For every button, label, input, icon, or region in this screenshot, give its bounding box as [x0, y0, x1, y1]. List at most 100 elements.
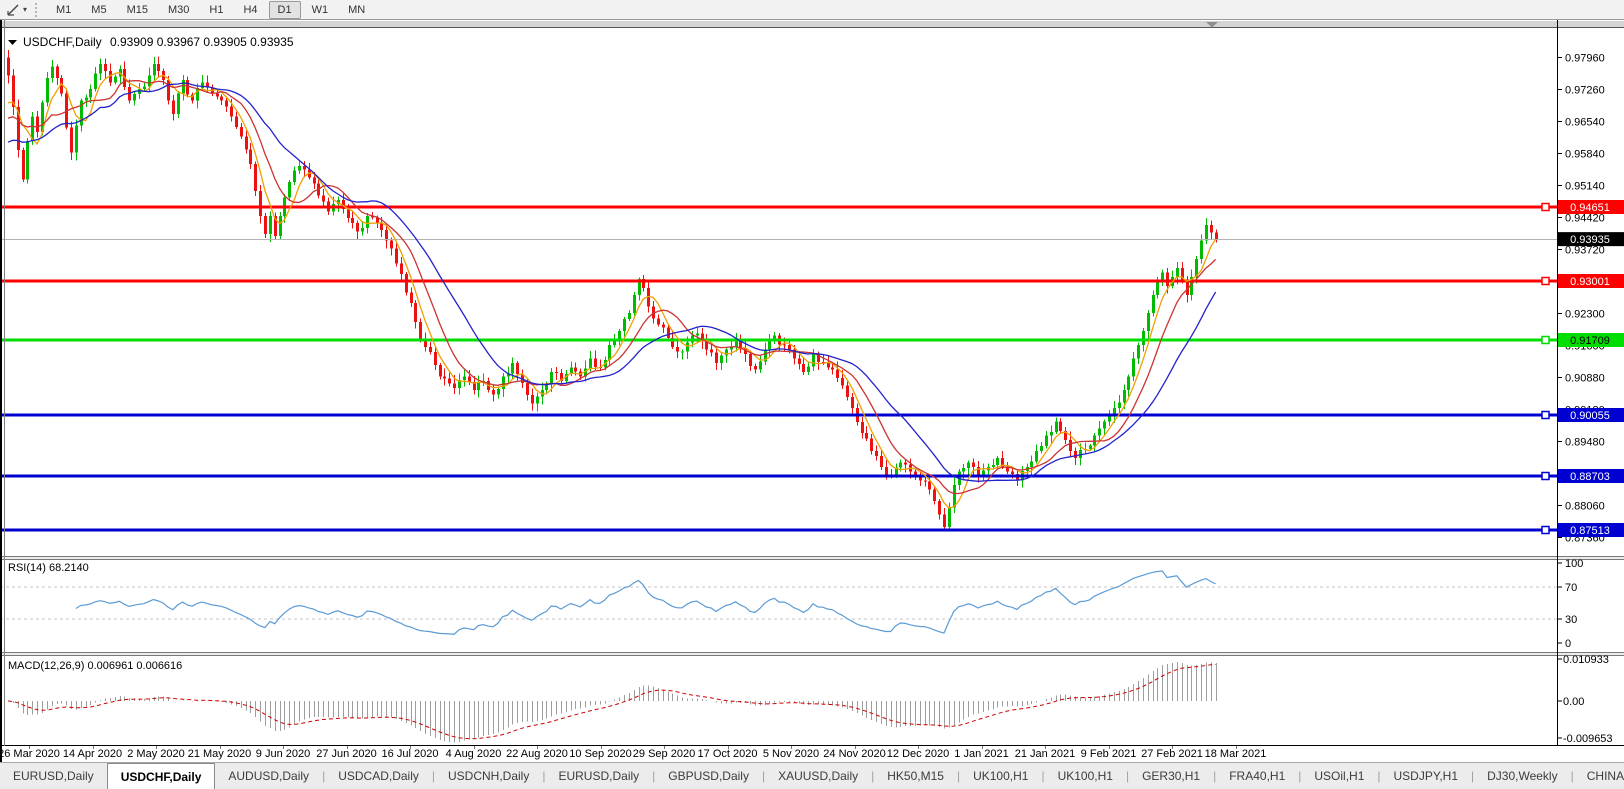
timeframe-button-m5[interactable]: M5 — [91, 3, 107, 16]
time-tick — [854, 746, 856, 749]
chart-scrollbar[interactable] — [0, 21, 1624, 28]
hline-handle[interactable] — [1541, 410, 1550, 420]
price-tick-label: 0.88060 — [1565, 501, 1605, 513]
hline-handle[interactable] — [1541, 202, 1550, 212]
hline-0.87513[interactable]: 0.87513 — [0, 523, 1624, 537]
date-label: 18 Mar 2021 — [1204, 748, 1267, 760]
rsi-level-label: 0 — [1565, 638, 1571, 650]
chart-tab-usdchf-daily[interactable]: USDCHF,Daily — [106, 763, 216, 789]
time-tick — [981, 746, 983, 749]
macd-histogram — [13, 662, 1217, 743]
time-tick — [727, 746, 729, 749]
hline-price-badge: 0.88703 — [1570, 471, 1610, 483]
date-label: 17 Oct 2020 — [697, 748, 758, 760]
date-label: 2 May 2020 — [127, 748, 185, 760]
date-label: 9 Jun 2020 — [255, 748, 311, 760]
tab-separator: | — [956, 769, 961, 783]
chart-tab-uk100-h1[interactable]: UK100,H1 — [1057, 769, 1113, 783]
macd-axis-label: -0.009653 — [1563, 733, 1613, 745]
hline-price-badge: 0.87513 — [1570, 525, 1610, 537]
chart-tab-china300-h1[interactable]: CHINA300,H1 — [1586, 769, 1624, 783]
rsi-level-label: 100 — [1565, 558, 1583, 570]
timeframe-button-h4[interactable]: H4 — [243, 3, 258, 16]
date-label: 27 Feb 2021 — [1141, 748, 1203, 760]
time-tick — [92, 746, 94, 749]
chart-tab-ger30-h1[interactable]: GER30,H1 — [1142, 769, 1201, 783]
hline-handle[interactable] — [1541, 276, 1550, 286]
timeframe-button-m30[interactable]: M30 — [167, 3, 190, 16]
chart-tab-gbpusd-daily[interactable]: GBPUSD,Daily — [668, 769, 749, 783]
timeframe-button-d1[interactable]: D1 — [268, 0, 301, 19]
rsi-panel: 100 70 30 0 RSI(14) 68.2140 — [0, 558, 1583, 650]
rsi-level-label: 70 — [1565, 582, 1577, 594]
time-tick — [156, 746, 157, 749]
timeframe-button-m15[interactable]: M15 — [126, 3, 148, 16]
ma-line-slow — [7, 82, 1217, 482]
price-tick-label: 0.94420 — [1565, 213, 1605, 225]
hline-price-badge: 0.91709 — [1570, 335, 1610, 347]
timeframe-button-mn[interactable]: MN — [348, 3, 366, 16]
chart-tab-audusd-daily[interactable]: AUDUSD,Daily — [228, 769, 310, 783]
chart-tab-eurusd-daily[interactable]: EURUSD,Daily — [13, 769, 94, 783]
macd-axis-label: 0.00 — [1563, 696, 1584, 708]
timeframe-button-h1[interactable]: H1 — [209, 3, 224, 16]
date-label: 21 Jan 2021 — [1014, 748, 1076, 760]
time-tick — [791, 746, 792, 749]
hline-0.93001[interactable]: 0.93001 — [0, 274, 1624, 288]
time-tick — [1045, 746, 1046, 749]
price-tick-label: 0.90880 — [1565, 373, 1605, 385]
time-tick — [664, 746, 665, 749]
hline-0.88703[interactable]: 0.88703 — [0, 469, 1624, 483]
rsi-level-label: 30 — [1565, 614, 1577, 626]
timeframe-button-m1[interactable]: M1 — [56, 3, 72, 16]
ma-line-medium — [7, 80, 1217, 495]
tab-separator: | — [1041, 769, 1045, 783]
chart-tab-usoil-h1[interactable]: USOil,H1 — [1314, 769, 1365, 783]
macd-axis-label: 0.010933 — [1563, 654, 1609, 666]
time-tick — [283, 746, 284, 749]
chart-tab-dj30-weekly[interactable]: DJ30,Weekly — [1487, 769, 1558, 783]
chart-tab-usdjpy-h1[interactable]: USDJPY,H1 — [1393, 769, 1458, 783]
chart-header: USDCHF,Daily 0.93909 0.93967 0.93905 0.93… — [8, 35, 294, 49]
hline-handle[interactable] — [1541, 335, 1550, 345]
time-tick — [1172, 746, 1173, 749]
date-label: 29 Sep 2020 — [632, 748, 696, 760]
toolbar-drag-handle[interactable] — [35, 2, 40, 17]
time-tick — [600, 746, 602, 749]
chart-tab-usdcnh-daily[interactable]: USDCNH,Daily — [448, 769, 530, 783]
rsi-line — [75, 570, 1216, 635]
date-label: 4 Aug 2020 — [445, 748, 502, 760]
crosshair-cursor-icon[interactable] — [3, 2, 23, 18]
time-tick — [537, 746, 538, 749]
timeframe-button-w1[interactable]: W1 — [311, 3, 329, 16]
chart-tab-bar: EURUSD,Daily USDCHF,Daily AUDUSD,Daily | USD… — [0, 762, 1624, 789]
cursor-dropdown-caret-icon[interactable]: ▾ — [23, 5, 28, 14]
scroll-position-marker-icon[interactable] — [1206, 22, 1218, 28]
price-tick-label: 0.97260 — [1565, 85, 1605, 97]
time-tick — [1235, 746, 1237, 749]
date-label: 10 Sep 2020 — [569, 748, 632, 760]
hline-handle[interactable] — [1541, 471, 1550, 481]
time-axis[interactable]: 26 Mar 2020 14 Apr 2020 2 May 2020 21 May 2… — [0, 746, 1624, 762]
price-tick-label: 0.89480 — [1565, 437, 1605, 449]
time-tick — [918, 746, 919, 749]
hline-0.91709[interactable]: 0.91709 — [0, 333, 1624, 347]
hline-0.90055[interactable]: 0.90055 — [0, 408, 1624, 422]
chart-tab-usdcad-daily[interactable]: USDCAD,Daily — [338, 769, 419, 783]
tab-separator: | — [1471, 769, 1475, 783]
date-label: 14 Apr 2020 — [62, 748, 123, 760]
chart-tab-eurusd-daily[interactable]: EURUSD,Daily — [558, 769, 640, 783]
date-label: 21 May 2020 — [187, 748, 252, 760]
chart-canvas[interactable]: 0.97960 0.97260 0.96540 0.95840 0.95140 0.944… — [0, 20, 1624, 746]
window-menu-icon[interactable] — [8, 40, 17, 45]
price-tick-label: 0.92300 — [1565, 309, 1605, 321]
hline-price-badge: 0.93001 — [1570, 276, 1610, 288]
chart-tab-uk100-h1[interactable]: UK100,H1 — [973, 769, 1029, 783]
chart-tab-fra40-h1[interactable]: FRA40,H1 — [1229, 769, 1286, 783]
hline-handle[interactable] — [1541, 525, 1550, 535]
tab-separator: | — [1125, 769, 1130, 783]
chart-tab-xauusd-daily[interactable]: XAUUSD,Daily — [778, 769, 859, 783]
chart-tab-hk50-m15[interactable]: HK50,M15 — [887, 769, 944, 783]
price-tick-label: 0.95140 — [1565, 181, 1605, 193]
hline-0.94651[interactable]: 0.94651 — [0, 200, 1624, 214]
